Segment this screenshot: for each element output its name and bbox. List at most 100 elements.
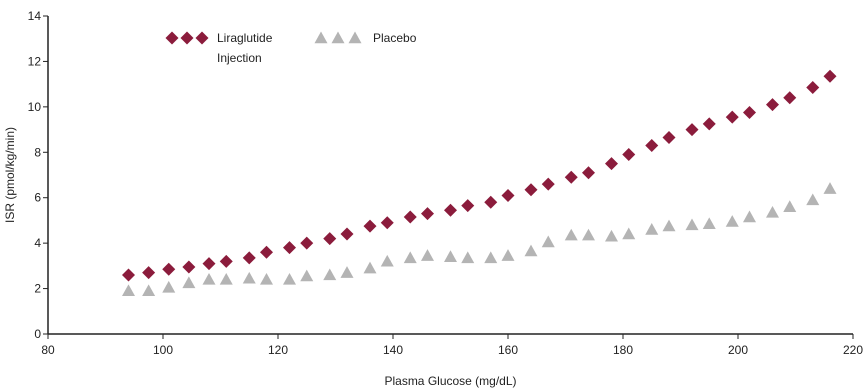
data-point-liraglutide (725, 110, 739, 124)
data-point-liraglutide (260, 245, 273, 259)
legend-item-placebo: Placebo (314, 31, 417, 45)
x-tick-label: 180 (613, 343, 633, 357)
y-tick-label: 0 (34, 327, 41, 341)
data-point-placebo (142, 284, 156, 297)
legend-diamond (180, 31, 194, 45)
axes: 80 100 120 140 160 180 200 220 0 2 4 6 8 10 12 14 (28, 9, 864, 357)
data-point-liraglutide (645, 138, 659, 152)
y-tick-label: 6 (34, 191, 41, 205)
data-point-placebo (260, 272, 273, 285)
y-tick-label: 10 (28, 100, 42, 114)
data-point-placebo (662, 219, 676, 232)
data-point-placebo (541, 235, 555, 248)
legend: Liraglutide Injection Placebo (165, 31, 417, 65)
data-point-liraglutide (823, 69, 837, 83)
data-point-placebo (685, 218, 699, 231)
legend-diamond (165, 31, 179, 45)
legend-marker-triangles (314, 31, 362, 44)
data-point-liraglutide (783, 91, 797, 105)
data-point-liraglutide (323, 232, 337, 246)
data-point-placebo (622, 227, 636, 240)
data-point-placebo (283, 272, 296, 285)
y-tick-label: 4 (34, 236, 41, 250)
data-point-liraglutide (340, 227, 354, 241)
data-point-liraglutide (662, 131, 676, 145)
data-point-liraglutide (444, 203, 457, 217)
legend-marker-diamonds (165, 31, 209, 45)
series-liraglutide (122, 69, 837, 282)
data-point-liraglutide (162, 262, 176, 276)
x-axis-title: Plasma Glucose (mg/dL) (384, 374, 516, 388)
data-point-placebo (766, 205, 779, 218)
series-placebo (122, 182, 837, 297)
legend-label: Placebo (373, 31, 417, 45)
data-point-placebo (743, 210, 756, 223)
data-point-placebo (484, 251, 498, 264)
data-point-liraglutide (702, 117, 716, 131)
data-point-placebo (605, 229, 618, 242)
data-point-placebo (363, 261, 377, 274)
data-point-liraglutide (403, 210, 417, 224)
data-point-liraglutide (421, 207, 434, 221)
data-point-liraglutide (564, 170, 578, 184)
data-point-liraglutide (582, 166, 595, 180)
data-point-placebo (380, 254, 394, 267)
data-point-placebo (122, 284, 135, 297)
x-tick-label: 220 (843, 343, 863, 357)
x-tick-label: 80 (41, 343, 55, 357)
data-point-liraglutide (202, 257, 216, 271)
data-point-placebo (501, 249, 515, 261)
data-point-liraglutide (685, 123, 699, 137)
x-tick-label: 100 (153, 343, 173, 357)
legend-label-line-2: Injection (217, 51, 262, 65)
x-tick-label: 140 (383, 343, 403, 357)
data-point-placebo (645, 223, 659, 235)
x-tick-label: 200 (728, 343, 748, 357)
data-point-placebo (182, 276, 196, 289)
data-point-liraglutide (501, 188, 515, 202)
data-point-liraglutide (743, 106, 756, 120)
data-point-placebo (524, 244, 538, 257)
legend-triangle (331, 31, 345, 44)
data-point-placebo (582, 228, 595, 241)
data-point-placebo (340, 266, 354, 278)
x-tick-label: 160 (498, 343, 518, 357)
data-point-liraglutide (622, 148, 636, 162)
y-tick-label: 2 (34, 282, 41, 296)
legend-label-line-1: Liraglutide (217, 31, 273, 45)
data-point-placebo (219, 272, 233, 285)
data-point-liraglutide (461, 199, 475, 213)
data-point-placebo (823, 182, 837, 194)
data-point-liraglutide (142, 266, 156, 280)
data-point-liraglutide (242, 251, 256, 265)
data-point-placebo (300, 269, 314, 282)
y-tick-label: 12 (28, 54, 42, 68)
data-point-liraglutide (283, 241, 296, 255)
data-point-placebo (444, 250, 457, 262)
data-point-placebo (242, 271, 256, 284)
legend-triangle (348, 31, 362, 44)
x-axis-ticks: 80 100 120 140 160 180 200 220 (41, 334, 863, 357)
data-point-placebo (403, 251, 417, 264)
y-tick-label: 8 (34, 145, 41, 159)
data-point-liraglutide (484, 195, 498, 209)
data-point-placebo (202, 272, 216, 285)
data-point-placebo (564, 228, 578, 241)
data-point-placebo (725, 215, 739, 227)
x-tick-label: 120 (268, 343, 288, 357)
data-point-placebo (806, 193, 820, 206)
series-layer (122, 69, 837, 297)
data-point-placebo (162, 280, 176, 293)
data-point-liraglutide (541, 177, 555, 191)
data-point-liraglutide (524, 183, 538, 197)
data-point-liraglutide (300, 236, 314, 250)
data-point-liraglutide (363, 219, 377, 233)
data-point-placebo (421, 249, 434, 261)
data-point-placebo (323, 268, 337, 281)
legend-item-liraglutide: Liraglutide Injection (165, 31, 273, 65)
data-point-placebo (783, 200, 797, 212)
y-axis-title: ISR (pmol/kg/min) (3, 127, 17, 223)
data-point-placebo (702, 217, 716, 230)
data-point-liraglutide (122, 268, 135, 282)
